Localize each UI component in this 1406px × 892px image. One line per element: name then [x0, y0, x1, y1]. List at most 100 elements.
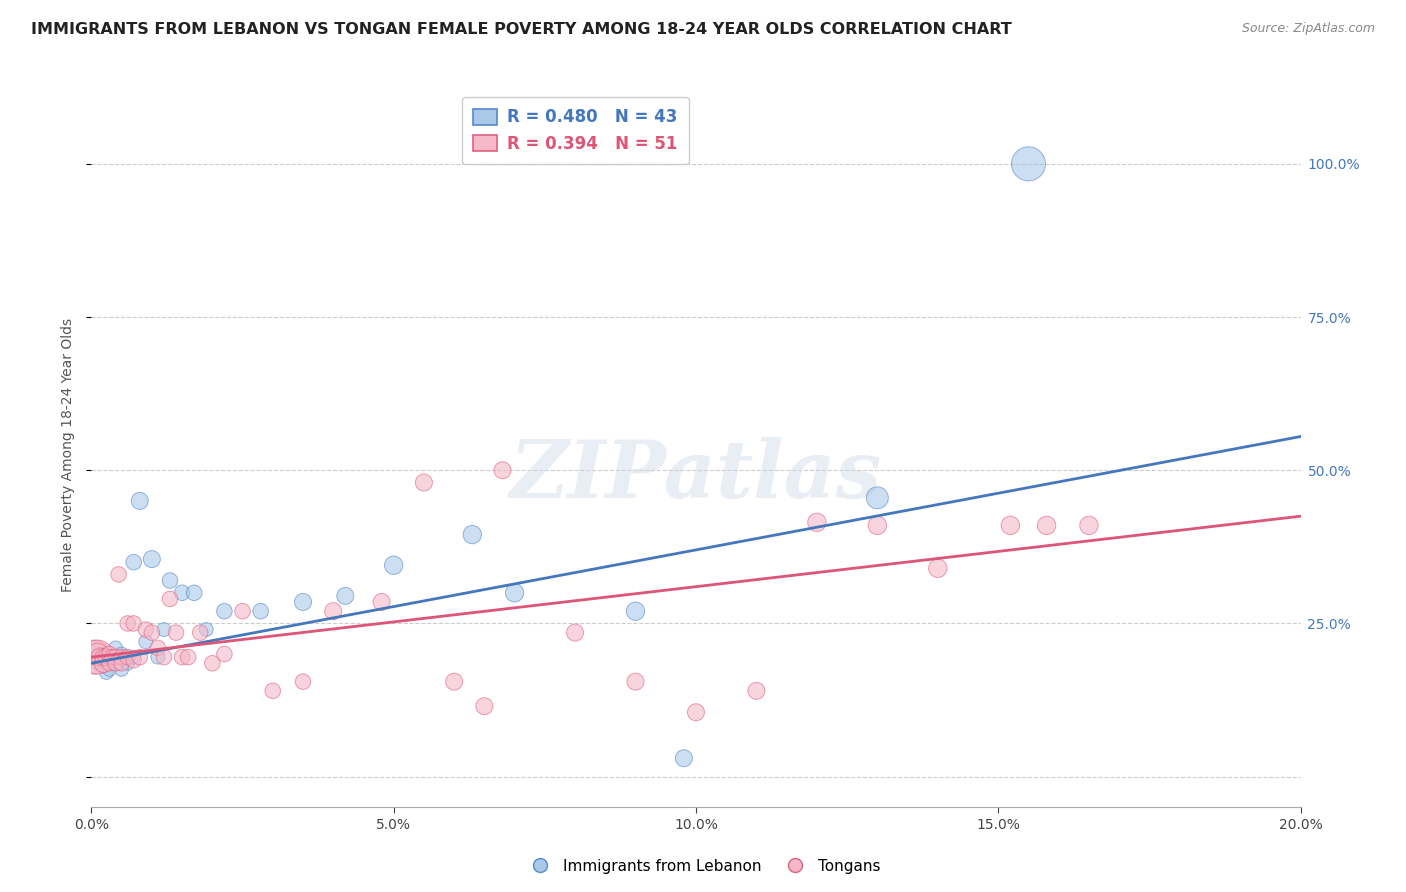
Point [117, 650, 139, 665]
Point [165, 625, 187, 640]
Point [93, 657, 115, 671]
Text: Source: ZipAtlas.com: Source: ZipAtlas.com [1241, 22, 1375, 36]
Point [93, 650, 115, 665]
Point [111, 650, 132, 665]
Text: ZIPatlas: ZIPatlas [510, 437, 882, 515]
Point [214, 604, 236, 618]
Point [135, 623, 157, 637]
Point [172, 586, 194, 600]
Legend: Immigrants from Lebanon, Tongans: Immigrants from Lebanon, Tongans [519, 853, 887, 880]
Point [262, 683, 284, 698]
Point [413, 475, 436, 490]
Point [335, 589, 357, 603]
Point [292, 674, 315, 689]
Point [188, 625, 211, 640]
Point [98, 657, 121, 671]
Point [866, 491, 889, 505]
Point [96, 665, 118, 680]
Point [107, 657, 129, 671]
Point [104, 657, 127, 671]
Point [122, 555, 145, 569]
Point [107, 567, 129, 582]
Point [117, 616, 139, 631]
Point [322, 604, 344, 618]
Point [177, 650, 200, 665]
Point [249, 604, 271, 618]
Point [104, 650, 127, 665]
Point [117, 650, 139, 665]
Legend: R = 0.480   N = 43, R = 0.394   N = 51: R = 0.480 N = 43, R = 0.394 N = 51 [461, 97, 689, 164]
Point [98, 650, 121, 665]
Point [122, 616, 145, 631]
Point [806, 516, 828, 530]
Point [214, 647, 236, 661]
Point [927, 561, 949, 575]
Point [87, 647, 110, 661]
Point [624, 674, 647, 689]
Point [172, 650, 194, 665]
Point [111, 657, 132, 671]
Point [1000, 518, 1022, 533]
Point [104, 650, 127, 665]
Point [141, 552, 163, 566]
Point [89, 653, 111, 667]
Point [461, 527, 484, 541]
Point [93, 647, 115, 661]
Point [231, 604, 253, 618]
Point [91, 659, 114, 673]
Point [685, 706, 707, 720]
Point [146, 640, 169, 655]
Point [382, 558, 405, 573]
Point [201, 657, 224, 671]
Point [93, 650, 115, 665]
Point [159, 574, 181, 588]
Point [98, 662, 121, 676]
Point [1018, 157, 1040, 171]
Point [98, 657, 121, 671]
Point [98, 650, 121, 665]
Point [93, 657, 115, 671]
Point [101, 650, 124, 665]
Point [128, 494, 150, 508]
Point [128, 650, 150, 665]
Point [104, 640, 127, 655]
Point [503, 586, 526, 600]
Y-axis label: Female Poverty Among 18-24 Year Olds: Female Poverty Among 18-24 Year Olds [62, 318, 76, 592]
Point [1035, 518, 1057, 533]
Point [153, 623, 176, 637]
Point [370, 595, 392, 609]
Point [624, 604, 647, 618]
Point [89, 650, 111, 665]
Point [672, 751, 695, 765]
Point [86, 657, 108, 671]
Point [472, 699, 495, 714]
Point [98, 647, 121, 661]
Point [111, 650, 132, 665]
Point [564, 625, 586, 640]
Point [111, 662, 132, 676]
Point [491, 463, 513, 477]
Point [141, 625, 163, 640]
Point [153, 650, 176, 665]
Point [866, 518, 889, 533]
Point [1077, 518, 1099, 533]
Point [83, 650, 105, 665]
Point [101, 653, 124, 667]
Point [146, 650, 169, 665]
Point [292, 595, 315, 609]
Point [195, 623, 218, 637]
Point [745, 683, 768, 698]
Point [443, 674, 465, 689]
Point [117, 657, 139, 671]
Point [183, 586, 205, 600]
Point [122, 653, 145, 667]
Point [86, 647, 108, 661]
Point [135, 635, 157, 649]
Point [122, 650, 145, 665]
Point [111, 647, 132, 661]
Point [86, 650, 108, 665]
Point [84, 650, 107, 665]
Point [96, 650, 118, 665]
Point [159, 591, 181, 606]
Text: IMMIGRANTS FROM LEBANON VS TONGAN FEMALE POVERTY AMONG 18-24 YEAR OLDS CORRELATI: IMMIGRANTS FROM LEBANON VS TONGAN FEMALE… [31, 22, 1012, 37]
